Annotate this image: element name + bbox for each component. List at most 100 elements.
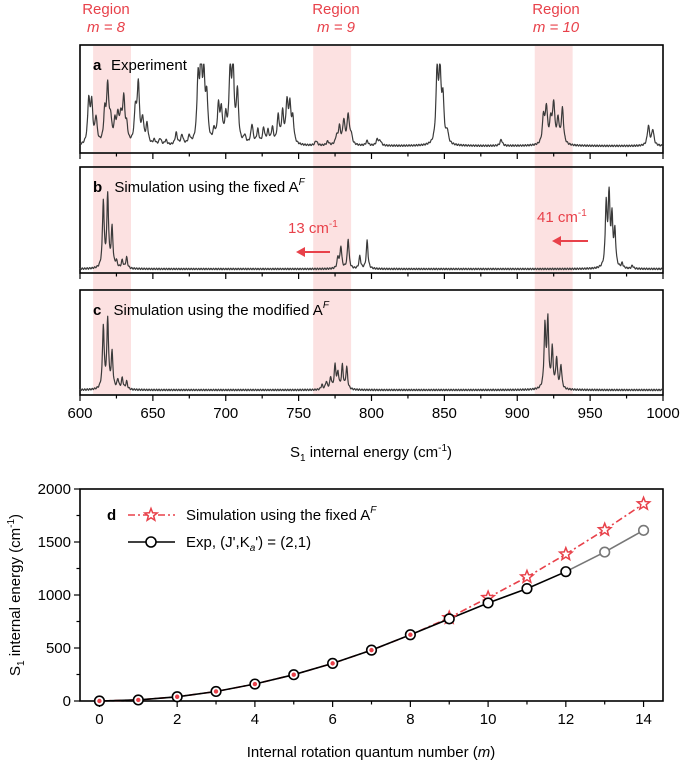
xtick-label-600: 600	[67, 405, 92, 422]
panel-c-title-sup: F	[323, 300, 330, 311]
region-9-title: Region	[312, 1, 360, 18]
exp-point-m10	[482, 597, 494, 609]
xtick-label-950: 950	[578, 405, 603, 422]
panel-d-letter: d	[107, 507, 116, 524]
panel-d: 0 2 4 6 8 10 12 14 0 500 1000 1500 2000 d Simulation…	[38, 481, 664, 728]
d-xtick-label-0: 0	[95, 711, 103, 728]
d-ytick-label-500: 500	[46, 640, 71, 657]
sim-point-m12	[557, 545, 574, 562]
sim-point-m7	[369, 647, 374, 653]
region-band-8-gap-2	[93, 273, 132, 290]
region-8-title: Region	[82, 1, 130, 18]
region-band-9-panel-a	[313, 46, 352, 152]
d-xtick-label-12: 12	[557, 711, 574, 728]
region-labels: Region m = 8 Region m = 9 Region m = 10	[82, 1, 580, 36]
panel-b-heading: b Simulation using the fixed AF	[93, 177, 306, 196]
region-band-9-gap-2	[313, 273, 352, 290]
legend-exp-swatch	[128, 536, 175, 548]
panel-d-x-axis-label: Internal rotation quantum number (m)	[247, 744, 495, 761]
legend: Simulation using the fixed AF Exp, (J',K…	[128, 505, 377, 554]
legend-exp-label: Exp, (J',Ka') = (2,1)	[186, 534, 311, 554]
spectrum-modified-simulation	[79, 313, 664, 392]
region-10-m-label: m = 10	[533, 19, 580, 36]
xtick-label-700: 700	[213, 405, 238, 422]
spectrum-x-axis-label: S1 internal energy (cm-1)	[290, 443, 452, 464]
region-band-10-panel-a	[534, 46, 573, 152]
region-band-8-panel-c	[93, 291, 132, 394]
d-xtick-label-10: 10	[480, 711, 497, 728]
panel-c-letter: c	[93, 302, 101, 319]
spectrum-fixed-simulation	[79, 186, 664, 271]
region-9-m-label: m = 9	[317, 19, 356, 36]
sim-series-line	[99, 503, 645, 702]
exp-series-line	[99, 570, 567, 702]
shift-13-label: 13 cm-1	[288, 219, 338, 237]
exp-point-m11	[521, 583, 533, 595]
legend-sim-label: Simulation using the fixed AF	[186, 505, 377, 524]
panel-b-ticks	[79, 273, 664, 279]
panel-d-series	[93, 495, 652, 707]
sim-point-m0	[97, 698, 102, 704]
d-xtick-label-2: 2	[173, 711, 181, 728]
region-band-10-gap-2	[534, 273, 573, 290]
xtick-label-750: 750	[286, 405, 311, 422]
panel-c: c Simulation using the modified AF	[79, 289, 664, 396]
region-band-8-panel-b	[93, 168, 132, 272]
d-ytick-label-0: 0	[63, 693, 71, 710]
sim-point-m2	[174, 694, 180, 699]
panel-b-title: Simulation using the fixed A	[114, 179, 298, 196]
region-band-9-panel-c	[313, 291, 352, 394]
panel-c-xtick-labels: 600 650 700 750 800 850 900 950 1000	[67, 405, 679, 422]
region-band-9-gap-1	[313, 153, 352, 167]
region-10-title: Region	[532, 1, 580, 18]
d-xtick-label-14: 14	[635, 711, 652, 728]
xtick-label-850: 850	[432, 405, 457, 422]
sim-point-m5	[291, 672, 296, 677]
panel-d-y-axis-label: S1 internal energy (cm-1)	[6, 514, 27, 676]
panel-a-ticks	[79, 153, 664, 159]
d-xtick-label-6: 6	[328, 711, 336, 728]
panel-a-letter: a	[93, 57, 102, 74]
region-band-9-panel-b	[313, 168, 352, 272]
shift-13-arrow	[296, 247, 330, 257]
sim-point-m8	[408, 632, 413, 637]
d-xtick-label-4: 4	[251, 711, 259, 728]
exp-point-m9	[443, 613, 455, 625]
sim-point-m6	[330, 661, 335, 666]
panel-d-frame	[79, 488, 664, 702]
spectrum-experiment	[79, 63, 664, 148]
region-band-10-gap-1	[534, 153, 573, 167]
xtick-label-800: 800	[359, 405, 384, 422]
region-band-8-gap-1	[93, 153, 132, 167]
shift-41-arrow	[552, 236, 588, 246]
panel-c-ticks	[79, 395, 664, 401]
panel-c-title: Simulation using the modified A	[114, 302, 323, 319]
sim-point-m1	[136, 697, 141, 703]
d-ytick-label-1500: 1500	[38, 534, 71, 551]
panel-b: b Simulation using the fixed AF 13 cm-1 …	[79, 166, 664, 274]
region-band-10-panel-c	[534, 291, 573, 394]
sim-point-m13	[596, 521, 613, 537]
panel-a-title: Experiment	[111, 57, 188, 74]
sim-point-m14	[635, 495, 652, 511]
sim-point-m11	[518, 568, 536, 584]
d-xtick-label-8: 8	[406, 711, 414, 728]
panel-c-heading: c Simulation using the modified AF	[93, 300, 330, 319]
exp-point-m12	[560, 566, 572, 578]
sim-point-m3	[213, 689, 219, 694]
exp-point-m13	[599, 546, 611, 558]
shift-41-label: 41 cm-1	[537, 208, 587, 226]
exp-point-m14	[637, 524, 650, 536]
d-ytick-label-2000: 2000	[38, 481, 71, 498]
region-band-10-panel-b	[534, 168, 573, 272]
panel-d-ticks: 0 2 4 6 8 10 12 14 0 500 1000 1500 2000	[38, 481, 652, 728]
region-bands	[93, 46, 573, 394]
panel-a: a Experiment	[79, 44, 664, 154]
xtick-label-900: 900	[505, 405, 530, 422]
xtick-label-1000: 1000	[646, 405, 679, 422]
legend-sim-swatch	[128, 506, 175, 522]
d-ytick-label-1000: 1000	[38, 587, 71, 604]
sim-point-m4	[252, 681, 258, 687]
xtick-label-650: 650	[140, 405, 165, 422]
